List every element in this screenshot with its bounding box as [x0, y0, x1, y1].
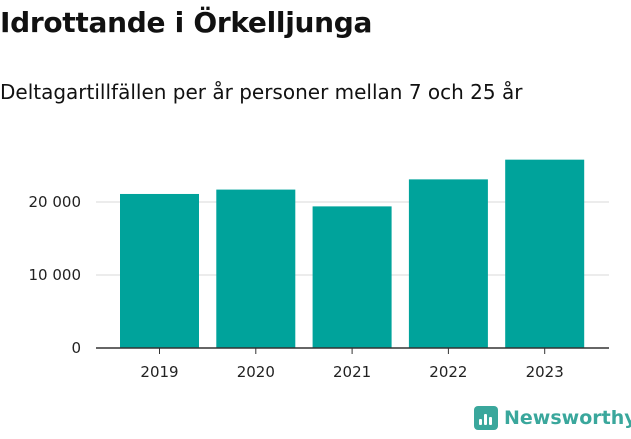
brand-name: Newsworthy	[504, 407, 631, 429]
bar	[312, 206, 392, 348]
y-tick-label: 10 000	[29, 266, 82, 284]
newsworthy-chart-icon	[474, 406, 498, 430]
chart-title: Idrottande i Örkelljunga	[0, 6, 373, 39]
axes: 0 10 000 20 000 2019 2020 2021 2022 2023	[29, 193, 609, 381]
bar	[408, 179, 488, 348]
bar	[216, 189, 296, 348]
x-tick-label: 2021	[333, 363, 371, 381]
y-tick-label: 0	[71, 339, 81, 357]
x-tick-label: 2019	[140, 363, 178, 381]
x-tick-label: 2023	[526, 363, 564, 381]
x-tick-label: 2020	[237, 363, 275, 381]
y-tick-label: 20 000	[29, 193, 82, 211]
chart-subtitle: Deltagartillfällen per år personer mella…	[0, 80, 523, 104]
newsworthy-logo: Newsworthy	[474, 406, 631, 430]
bar	[120, 193, 199, 348]
x-tick-label: 2022	[429, 363, 467, 381]
bars	[120, 159, 585, 348]
bar	[505, 159, 585, 348]
